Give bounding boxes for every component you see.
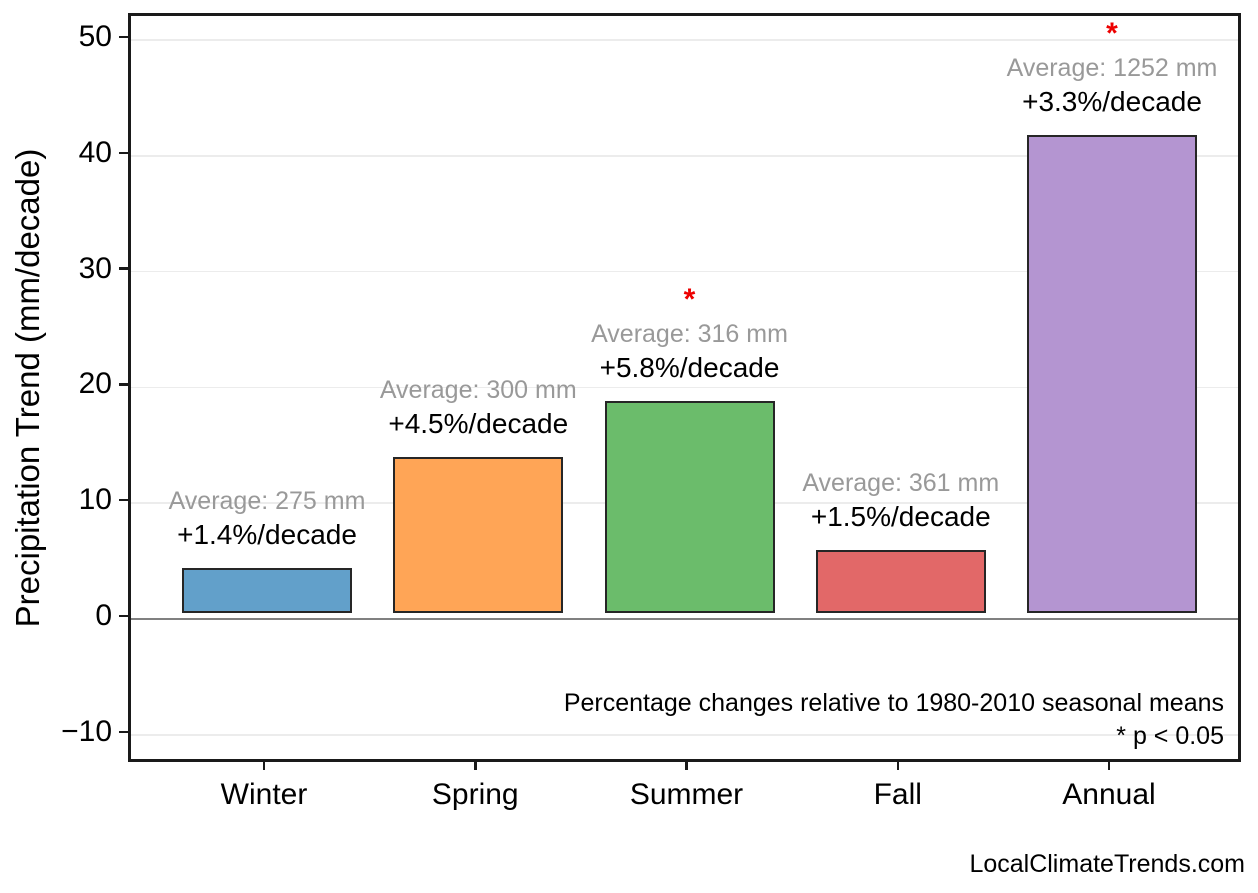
x-tick-mark (1107, 762, 1111, 770)
y-tick-label: 30 (78, 251, 112, 285)
average-label: Average: 316 mm (591, 320, 788, 349)
annotation-block: Percentage changes relative to 1980-2010… (564, 687, 1224, 753)
bar-summer (604, 401, 775, 613)
y-tick-label: 10 (78, 483, 112, 517)
zero-line (131, 618, 1238, 620)
watermark: LocalClimateTrends.com (969, 850, 1245, 878)
plot-area: Average: 275 mm +1.4%/decade Average: 300 … (128, 13, 1241, 762)
y-gridline (131, 270, 1238, 273)
y-tick-label: 40 (78, 135, 112, 169)
y-tick-label: 50 (78, 20, 112, 53)
x-tick-label-annual: Annual (1062, 778, 1156, 811)
y-tick-label: 20 (78, 367, 112, 401)
x-tick-label-spring: Spring (431, 778, 519, 811)
annotation-line-2: * p < 0.05 (1116, 722, 1224, 750)
trend-label: +1.5%/decade (810, 501, 991, 533)
average-label: Average: 300 mm (379, 375, 577, 404)
y-tick-mark (119, 498, 128, 502)
trend-label: +5.8%/decade (599, 352, 780, 384)
x-tick-mark (685, 762, 688, 770)
bar-label-stack-fall: Average: 361 mm +1.5%/decade (741, 467, 1061, 534)
x-tick-label-summer: Summer (629, 778, 744, 811)
average-label: Average: 1252 mm (1006, 53, 1218, 82)
trend-label: +1.4%/decade (177, 519, 357, 551)
average-label: Average: 361 mm (802, 469, 1000, 498)
trend-label: +4.5%/decade (388, 407, 569, 439)
y-tick-mark (119, 151, 128, 155)
y-tick-label: −10 (61, 714, 112, 748)
y-gridline (131, 39, 1238, 41)
x-tick-mark (262, 762, 266, 770)
y-gridline (131, 386, 1238, 389)
bar-annual (1027, 134, 1197, 613)
y-tick-mark (119, 267, 128, 270)
x-tick-mark (474, 762, 477, 770)
y-gridline (131, 734, 1238, 736)
y-gridline (131, 155, 1238, 157)
bar-spring (393, 456, 564, 613)
y-tick-mark (119, 35, 128, 39)
x-tick-label-fall: Fall (873, 778, 922, 811)
bar-winter (182, 568, 352, 613)
y-tick-mark (119, 383, 128, 386)
trend-label: +3.3%/decade (1022, 85, 1202, 117)
y-tick-mark (119, 730, 128, 734)
bar-label-stack-summer: * Average: 316 mm +5.8%/decade (530, 281, 850, 385)
y-tick-mark (119, 614, 128, 618)
bar-fall (815, 550, 986, 613)
average-label: Average: 275 mm (168, 487, 366, 516)
bar-label-stack-annual: * Average: 1252 mm +3.3%/decade (952, 15, 1258, 119)
y-tick-label: 0 (95, 599, 112, 632)
bar-label-stack-spring: Average: 300 mm +4.5%/decade (318, 374, 638, 441)
significance-asterisk: * (683, 283, 696, 317)
x-tick-label-winter: Winter (220, 778, 308, 811)
bar-label-stack-winter: Average: 275 mm +1.4%/decade (107, 485, 427, 552)
x-tick-mark (896, 762, 899, 770)
significance-asterisk: * (1106, 16, 1118, 50)
annotation-line-1: Percentage changes relative to 1980-2010… (563, 689, 1224, 717)
